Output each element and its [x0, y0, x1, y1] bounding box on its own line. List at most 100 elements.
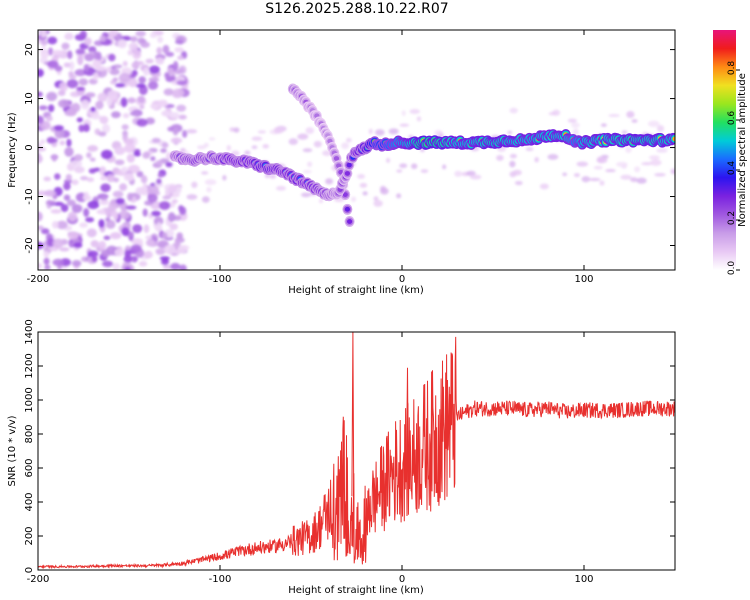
snr-ylabel: SNR (10 * v/v) — [7, 415, 18, 486]
noise-blob — [112, 77, 119, 82]
noise-blob — [135, 83, 146, 88]
noise-blob — [151, 210, 161, 217]
noise-blob — [157, 173, 164, 178]
noise-blob — [79, 30, 87, 40]
halo-blob — [373, 200, 383, 207]
noise-blob — [155, 159, 163, 166]
noise-blob — [76, 117, 83, 123]
noise-blob — [182, 84, 189, 90]
noise-blob — [105, 219, 116, 229]
noise-blob — [177, 55, 184, 61]
halo-blob — [641, 162, 653, 166]
noise-blob — [170, 137, 183, 144]
noise-blob — [66, 79, 79, 89]
noise-blob — [69, 61, 75, 71]
noise-blob — [87, 200, 100, 210]
noise-blob — [103, 235, 111, 241]
y-tick-label: 1000 — [24, 387, 35, 412]
halo-blob — [288, 138, 298, 145]
halo-blob — [507, 130, 513, 134]
noise-blob — [122, 35, 132, 41]
noise-blob — [128, 42, 139, 51]
noise-blob — [174, 39, 184, 45]
branch-ridge — [287, 83, 355, 228]
noise-blob — [108, 53, 116, 62]
noise-blob — [51, 154, 57, 162]
noise-blob — [147, 80, 159, 90]
noise-blob — [114, 83, 126, 88]
noise-blob — [142, 151, 151, 159]
noise-blob — [67, 231, 79, 240]
snr-series-line — [38, 336, 675, 570]
noise-blob — [59, 140, 66, 146]
noise-blob — [111, 111, 121, 119]
halo-blob — [442, 164, 447, 170]
noise-blob — [90, 240, 99, 248]
halo-blob — [589, 177, 601, 182]
spectrogram-xlabel: Height of straight line (km) — [288, 285, 424, 296]
noise-blob — [130, 244, 142, 253]
halo-blob — [636, 177, 647, 184]
noise-blob — [50, 209, 62, 214]
noise-blob — [92, 59, 102, 69]
noise-blob — [156, 47, 163, 55]
noise-blob — [44, 264, 51, 270]
x-tick-label: 0 — [399, 574, 405, 585]
halo-blob — [307, 161, 313, 168]
noise-blob — [97, 209, 106, 215]
colorbar-tick-label: 0.4 — [727, 161, 737, 176]
halo-blob — [567, 118, 577, 123]
halo-blob — [257, 130, 267, 134]
noise-blob — [105, 217, 111, 222]
halo-blob — [388, 128, 399, 135]
noise-blob — [52, 238, 64, 249]
noise-blob — [83, 207, 90, 218]
noise-blob — [127, 97, 137, 104]
halo-blob — [581, 176, 591, 183]
halo-blob — [596, 157, 608, 164]
colorbar-gradient — [713, 30, 736, 270]
ridge-core — [344, 171, 350, 176]
colorbar-tick-label: 0.8 — [727, 61, 737, 76]
noise-blob — [100, 149, 113, 160]
noise-blob — [66, 138, 72, 147]
halo-blob — [399, 123, 410, 127]
spectrogram-blobs — [38, 30, 675, 270]
noise-blob — [118, 72, 131, 83]
ridge-core — [346, 219, 353, 224]
noise-blob — [125, 205, 137, 210]
halo-blob — [222, 174, 227, 181]
halo-blob — [654, 173, 666, 177]
y-tick-label: 600 — [24, 458, 35, 477]
noise-blob — [100, 183, 111, 192]
noise-blob — [92, 72, 99, 81]
halo-blob — [341, 142, 349, 150]
noise-blob — [157, 36, 164, 44]
noise-blob — [38, 147, 47, 152]
noise-blob — [53, 201, 64, 207]
halo-blob — [410, 163, 418, 170]
noise-blob — [90, 106, 96, 113]
halo-blob — [191, 181, 198, 189]
noise-blob — [63, 182, 71, 191]
noise-blob — [140, 41, 150, 48]
noise-blob — [171, 199, 178, 204]
x-tick-label: 100 — [574, 574, 593, 585]
noise-blob — [85, 92, 96, 98]
noise-blob — [110, 232, 122, 240]
noise-blob — [161, 142, 169, 149]
noise-blob — [179, 264, 187, 270]
noise-blob — [168, 185, 177, 193]
noise-blob — [74, 166, 85, 174]
noise-blob — [178, 205, 184, 212]
halo-blob — [548, 112, 557, 116]
halo-blob — [244, 150, 251, 156]
noise-blob — [40, 228, 50, 235]
noise-blob — [127, 49, 133, 56]
halo-blob — [434, 129, 443, 136]
colorbar-ticks: 0.0 0.2 0.4 0.6 0.8 — [727, 61, 740, 275]
noise-blob — [38, 211, 43, 222]
noise-blob — [130, 36, 138, 42]
noise-blob — [145, 58, 154, 64]
